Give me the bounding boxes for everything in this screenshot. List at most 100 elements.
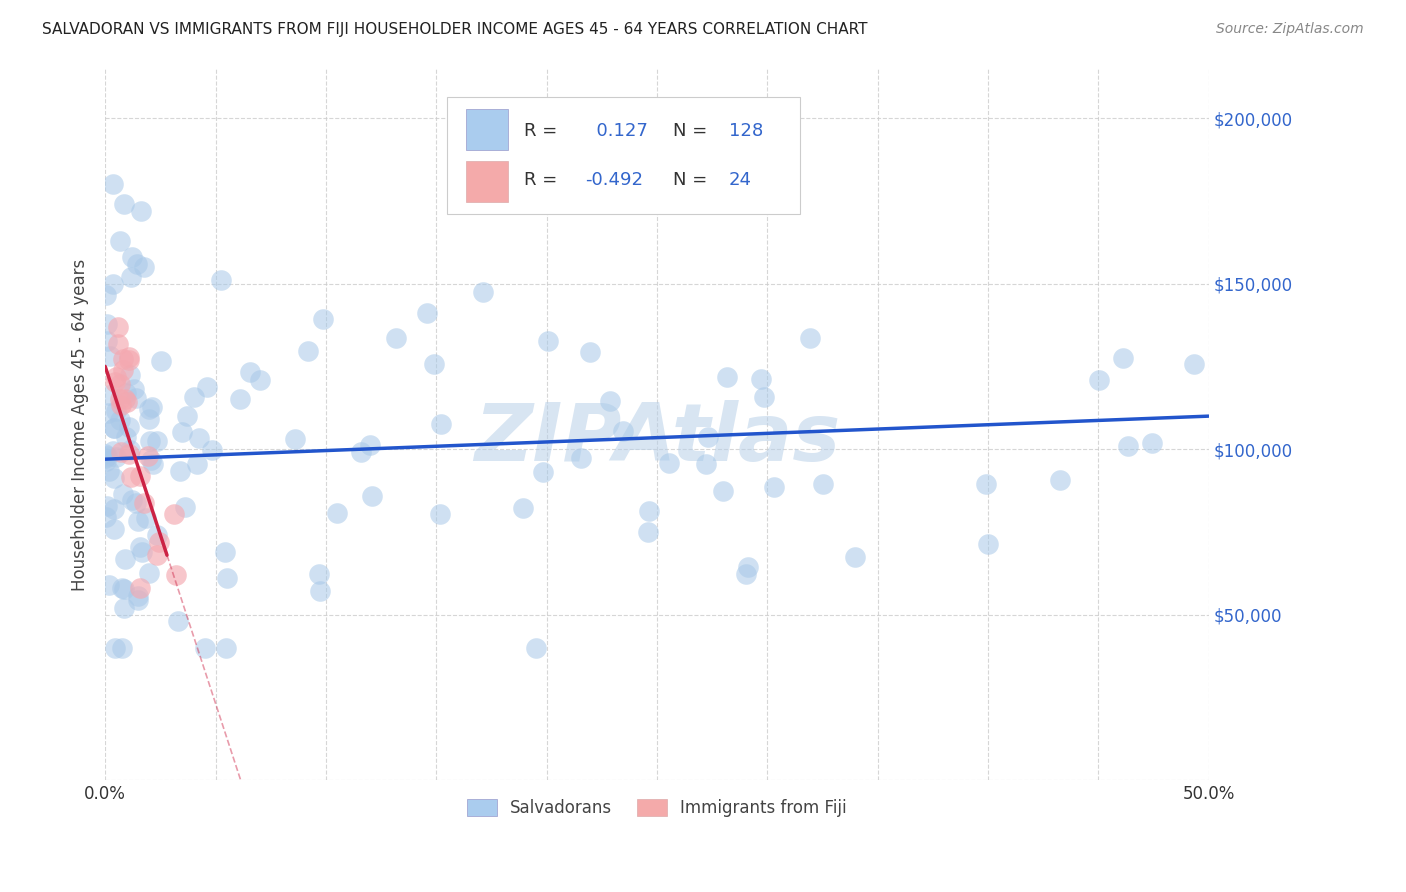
Point [799, 331, 821, 345]
Point [96, 334, 118, 348]
Point [308, 566, 330, 581]
Point [118, 353, 141, 368]
Point [297, 344, 319, 359]
Point [141, 401, 163, 415]
Point [136, 449, 159, 463]
Point [148, 535, 170, 549]
Point [657, 456, 679, 470]
FancyBboxPatch shape [447, 97, 800, 214]
Point [734, 567, 756, 582]
Point [430, 417, 453, 431]
Point [127, 514, 149, 528]
Text: 0.127: 0.127 [585, 122, 648, 140]
Point [139, 453, 162, 467]
Point [97, 465, 120, 479]
Point [762, 480, 785, 494]
Point [188, 431, 211, 445]
Point [711, 484, 734, 499]
Point [194, 640, 217, 655]
Point [1142, 435, 1164, 450]
Text: 128: 128 [728, 122, 763, 140]
Point [149, 354, 172, 368]
Point [131, 545, 153, 559]
Point [112, 197, 135, 211]
Point [104, 640, 127, 655]
Point [976, 477, 998, 491]
Point [111, 363, 134, 377]
Point [127, 593, 149, 607]
Point [569, 450, 592, 465]
Point [385, 331, 408, 345]
Point [122, 382, 145, 396]
Point [107, 320, 129, 334]
Point [752, 390, 775, 404]
Point [1116, 439, 1139, 453]
Point [97, 406, 120, 420]
Point [112, 582, 135, 597]
Point [214, 545, 236, 559]
Point [165, 568, 187, 582]
Point [637, 504, 659, 518]
Point [132, 496, 155, 510]
Point [536, 334, 558, 348]
Point [129, 540, 152, 554]
Point [173, 500, 195, 514]
Point [599, 394, 621, 409]
Point [531, 465, 554, 479]
Point [112, 486, 135, 500]
Text: N =: N = [673, 122, 713, 140]
Text: SALVADORAN VS IMMIGRANTS FROM FIJI HOUSEHOLDER INCOME AGES 45 - 64 YEARS CORRELA: SALVADORAN VS IMMIGRANTS FROM FIJI HOUSE… [42, 22, 868, 37]
Point [312, 312, 335, 326]
Point [112, 601, 135, 615]
Point [103, 421, 125, 435]
Point [101, 177, 124, 191]
Point [107, 336, 129, 351]
Point [98, 577, 121, 591]
Text: R =: R = [524, 122, 564, 140]
Point [176, 409, 198, 424]
Point [239, 365, 262, 379]
Point [129, 203, 152, 218]
Bar [465, 109, 508, 150]
Point [105, 370, 128, 384]
Point [94, 454, 117, 468]
Point [98, 388, 121, 402]
Point [96, 318, 118, 332]
Point [121, 493, 143, 508]
Point [209, 273, 232, 287]
Point [1112, 351, 1135, 366]
Point [416, 306, 439, 320]
Point [108, 413, 131, 427]
Point [114, 430, 136, 444]
Point [578, 345, 600, 359]
Point [166, 615, 188, 629]
Point [115, 395, 138, 409]
Point [135, 511, 157, 525]
Point [170, 425, 193, 439]
Point [977, 537, 1000, 551]
Point [118, 368, 141, 383]
Point [139, 434, 162, 448]
Text: R =: R = [524, 171, 564, 189]
Point [146, 548, 169, 562]
Point [120, 442, 142, 457]
Point [361, 489, 384, 503]
Point [201, 442, 224, 457]
Point [96, 499, 118, 513]
Point [145, 434, 167, 448]
Point [163, 507, 186, 521]
Point [308, 584, 330, 599]
Point [110, 445, 132, 459]
Point [249, 373, 271, 387]
Point [129, 468, 152, 483]
Point [125, 257, 148, 271]
Point [350, 445, 373, 459]
Point [108, 234, 131, 248]
Point [103, 522, 125, 536]
Point [96, 449, 118, 463]
Point [423, 357, 446, 371]
Point [129, 582, 152, 596]
Point [117, 447, 139, 461]
Point [197, 380, 219, 394]
Point [169, 464, 191, 478]
